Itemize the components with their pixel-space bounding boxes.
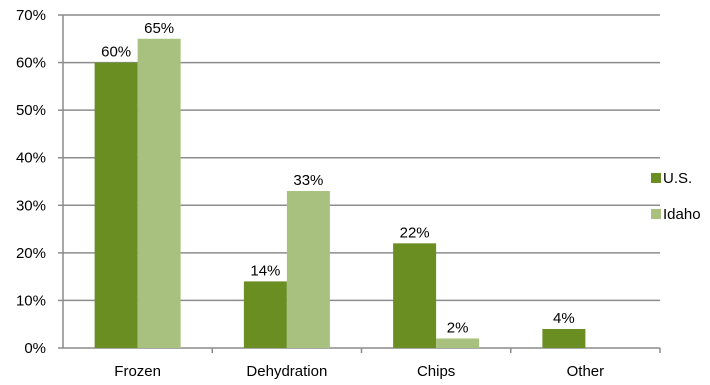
x-tick-label: Chips (417, 363, 455, 380)
bar-idaho-chips (436, 338, 480, 348)
bar-us-other (542, 328, 586, 348)
y-tick-label: 30% (16, 197, 46, 214)
y-tick-label: 20% (16, 245, 46, 262)
data-label: 22% (400, 224, 430, 241)
bar-us-chips (393, 243, 437, 348)
data-labels: 60% 65% 14% 33% 22% 2% 4% (101, 20, 575, 337)
bar-idaho-dehydration (286, 191, 330, 348)
bar-us-frozen (94, 62, 138, 348)
data-label: 4% (553, 310, 575, 327)
data-label: 14% (250, 262, 280, 279)
legend-label: Idaho (663, 206, 701, 223)
bar-idaho-frozen (137, 38, 181, 349)
x-tick-label: Frozen (114, 363, 161, 380)
y-tick-label: 40% (16, 150, 46, 167)
legend: U.S. Idaho (651, 170, 701, 223)
legend-swatch (651, 209, 661, 219)
y-tick-label: 60% (16, 55, 46, 72)
data-label: 2% (447, 319, 469, 336)
data-label: 60% (101, 44, 131, 61)
y-tick-label: 70% (16, 7, 46, 24)
x-tick-label: Dehydration (246, 363, 327, 380)
bars (94, 38, 586, 349)
y-tick-label: 10% (16, 292, 46, 309)
legend-label: U.S. (663, 170, 692, 187)
data-label: 33% (293, 172, 323, 189)
y-tick-label: 0% (24, 340, 46, 357)
tick-labels: 0% 10% 20% 30% 40% 50% 60% 70% Frozen Dehydration… (16, 7, 604, 380)
y-tick-label: 50% (16, 102, 46, 119)
legend-swatch (651, 173, 661, 183)
bar-us-dehydration (243, 281, 287, 348)
x-tick-label: Other (567, 363, 605, 380)
data-label: 65% (144, 20, 174, 37)
